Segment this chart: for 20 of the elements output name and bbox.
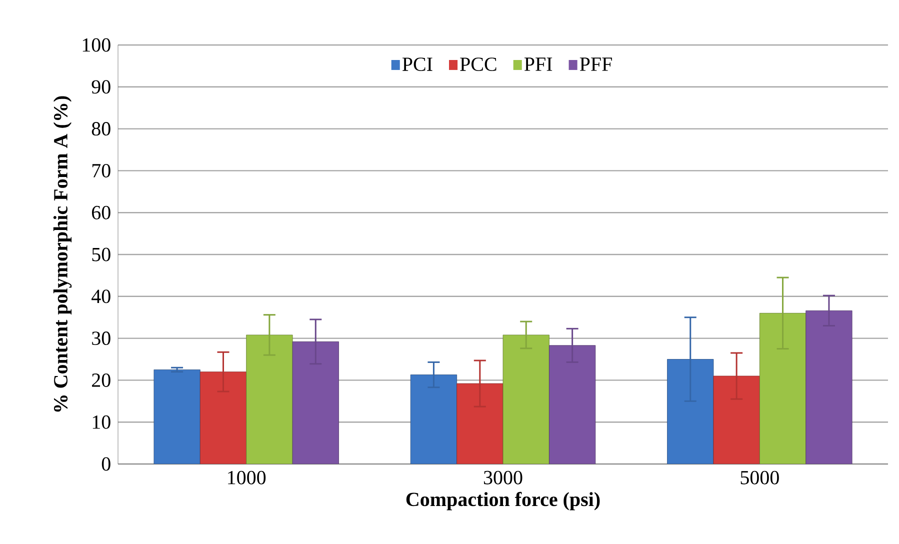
legend-label: PFI [524,58,552,71]
y-tick-label: 30 [92,332,110,346]
legend-label: PFF [580,58,612,71]
y-tick-label: 60 [92,206,110,220]
y-tick-label: 10 [92,415,110,429]
y-tick-label: 20 [92,373,110,387]
x-tick-label: 5000 [740,470,779,484]
x-tick-label: 3000 [484,470,522,484]
y-tick-label: 50 [92,248,110,262]
y-tick-label: 100 [82,38,110,52]
y-tick-label: 80 [92,122,110,136]
x-tick-label: 1000 [228,470,266,484]
legend-label: PCC [460,58,496,72]
y-tick-label: 0 [102,457,110,471]
x-axis-title: Compaction force (psi) [406,492,600,510]
y-tick-label: 70 [92,164,110,178]
y-tick-label: 40 [92,290,110,304]
y-axis-title: % Content polymorphic Form A (%) [53,96,72,412]
legend-label: PCI [402,58,432,72]
y-tick-label: 90 [92,80,110,94]
